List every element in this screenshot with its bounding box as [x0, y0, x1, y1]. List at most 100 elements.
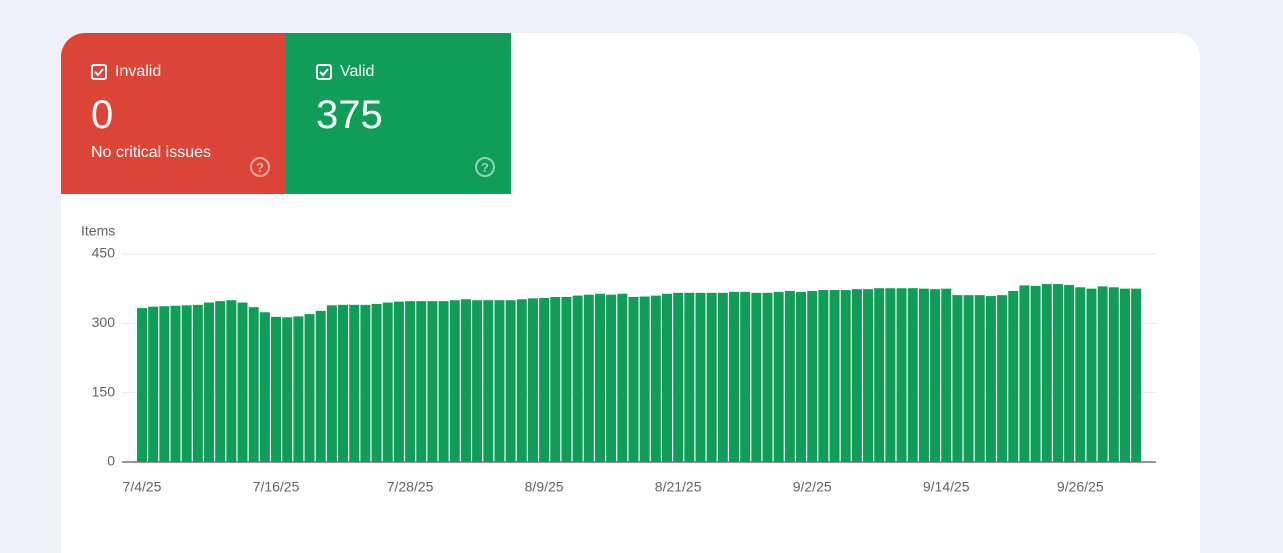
bar — [606, 294, 617, 462]
bar — [1119, 288, 1130, 462]
help-icon[interactable]: ? — [474, 156, 496, 178]
bar — [974, 295, 985, 462]
bar — [740, 291, 751, 462]
bar — [840, 290, 851, 462]
bar — [192, 304, 203, 462]
y-tick-label: 150 — [92, 383, 116, 399]
bar — [874, 288, 885, 462]
bar — [1131, 288, 1142, 462]
bar — [148, 306, 159, 462]
bar — [326, 305, 337, 462]
help-icon[interactable]: ? — [249, 156, 271, 178]
x-tick-label: 8/9/25 — [525, 479, 564, 495]
bar — [941, 288, 952, 462]
bar — [673, 292, 684, 462]
bar — [952, 295, 963, 462]
checkbox[interactable] — [91, 64, 107, 80]
bar — [393, 301, 404, 462]
bar — [539, 297, 550, 462]
bar — [460, 299, 471, 462]
y-tick-label: 0 — [107, 453, 115, 469]
bar — [483, 300, 494, 462]
bar — [315, 310, 326, 462]
checkbox[interactable] — [316, 64, 332, 80]
bar — [1097, 286, 1108, 462]
bar — [918, 288, 929, 462]
valid-card[interactable]: Valid 375 ? — [286, 33, 511, 194]
x-tick-label: 9/2/25 — [793, 479, 832, 495]
bar — [1052, 284, 1063, 462]
chart: Items 0 150 300 450 7/4/25 7/16/25 7/28/25 8/9/… — [81, 223, 1156, 495]
x-tick-label: 8/21/25 — [655, 479, 702, 495]
bar — [1086, 288, 1097, 462]
bar — [851, 289, 862, 462]
card-value: 375 — [316, 93, 383, 137]
label-text: Valid — [340, 63, 375, 80]
bar — [427, 301, 438, 462]
bar — [215, 301, 226, 462]
bar — [382, 302, 393, 462]
card-label[interactable]: Invalid — [91, 63, 161, 81]
bar — [338, 304, 349, 462]
bar — [226, 300, 237, 462]
bar — [717, 292, 728, 462]
bar — [282, 317, 293, 462]
bar — [773, 291, 784, 462]
bar — [784, 290, 795, 462]
bar — [561, 296, 572, 462]
bar — [997, 295, 1008, 462]
x-tick-label: 7/16/25 — [253, 479, 300, 495]
x-tick-label: 9/26/25 — [1057, 479, 1104, 495]
bar — [762, 292, 773, 462]
bar — [550, 296, 561, 462]
card-label[interactable]: Valid — [316, 63, 374, 81]
bar — [885, 288, 896, 462]
bar — [170, 305, 181, 462]
bar — [248, 307, 259, 462]
bar — [628, 296, 639, 462]
bar — [751, 292, 762, 462]
x-tick-label: 9/14/25 — [923, 479, 970, 495]
bar — [930, 289, 941, 462]
bar — [907, 288, 918, 462]
bar — [807, 290, 818, 462]
bar — [1030, 285, 1041, 462]
y-tick-label: 300 — [92, 314, 116, 330]
bar — [371, 303, 382, 462]
bar — [729, 291, 740, 462]
bar — [449, 300, 460, 462]
bar — [650, 295, 661, 462]
bar — [1108, 287, 1119, 462]
x-tick-label: 7/28/25 — [387, 479, 434, 495]
bar — [494, 300, 505, 462]
bar — [527, 298, 538, 462]
bar — [572, 295, 583, 462]
bar — [985, 296, 996, 462]
bar — [259, 312, 270, 462]
bar — [204, 302, 215, 462]
bar — [661, 293, 672, 462]
bar — [796, 291, 807, 462]
svg-text:?: ? — [481, 160, 489, 175]
bar — [706, 292, 717, 462]
bar — [349, 304, 360, 462]
label-text: Invalid — [115, 63, 162, 80]
bar — [472, 300, 483, 462]
bar — [684, 292, 695, 462]
y-axis-label: Items — [81, 223, 115, 239]
bar — [438, 301, 449, 462]
bar — [1064, 284, 1075, 462]
bar — [137, 308, 147, 462]
bar — [159, 306, 170, 462]
bar — [617, 293, 628, 462]
bar — [516, 299, 527, 462]
y-tick-label: 450 — [92, 245, 116, 261]
bar — [594, 293, 605, 462]
bar — [695, 292, 706, 462]
bar — [405, 301, 416, 462]
bar — [304, 314, 315, 462]
bar — [1008, 290, 1019, 462]
bar — [360, 304, 371, 462]
invalid-card[interactable]: Invalid 0 No critical issues ? — [61, 33, 286, 194]
page: Invalid 0 No critical issues ? Valid 375… — [61, 33, 1200, 553]
